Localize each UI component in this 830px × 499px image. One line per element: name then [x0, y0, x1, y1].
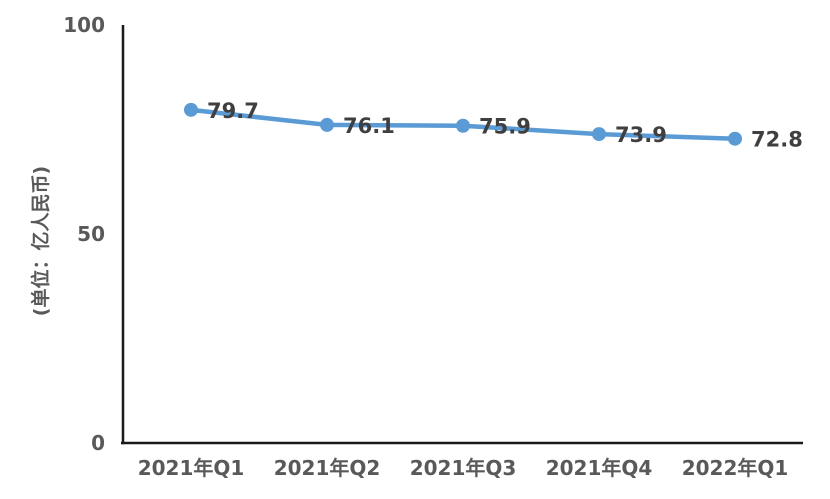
y-tick-label: 100 — [63, 13, 105, 37]
data-point-marker — [592, 127, 606, 142]
data-point-label: 76.1 — [343, 114, 395, 138]
x-tick-label: 2021年Q3 — [410, 456, 517, 480]
data-point-label: 75.9 — [479, 115, 531, 139]
y-tick-label: 50 — [77, 222, 105, 246]
data-point-marker — [184, 102, 198, 117]
data-point-label: 73.9 — [615, 123, 667, 147]
data-point-marker — [728, 131, 742, 146]
data-point-marker — [320, 117, 334, 132]
x-tick-label: 2022年Q1 — [682, 456, 789, 480]
data-point-marker — [456, 118, 470, 133]
x-tick-label: 2021年Q4 — [546, 456, 653, 480]
data-point-label: 72.8 — [751, 128, 803, 152]
x-tick-label: 2021年Q1 — [138, 456, 245, 480]
data-point-label: 79.7 — [207, 99, 259, 123]
x-tick-label: 2021年Q2 — [274, 456, 381, 480]
y-tick-label: 0 — [91, 431, 105, 455]
